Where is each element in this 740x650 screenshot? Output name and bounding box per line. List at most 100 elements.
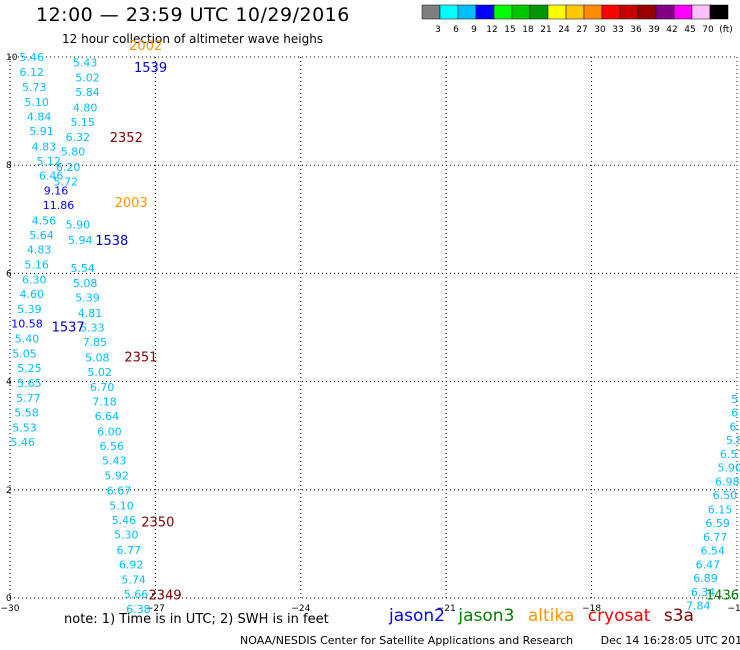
colorbar-label: 33 [612,25,623,34]
x-tick-label: −24 [291,604,310,614]
data-point-label: 5.12 [37,155,62,168]
colorbar-label: 12 [486,25,497,34]
data-point-label: 5.54 [70,262,95,275]
data-point-label: 6.34 [691,586,716,599]
data-point-label: 5.74 [121,574,146,587]
colorbar-label: 15 [504,25,515,34]
data-point-label: 7.84 [686,600,711,613]
legend-s3a: s3a [663,606,694,626]
data-point-label: 11.86 [43,199,75,212]
data-point-label: 6.38 [126,603,151,616]
data-point-label: 4.83 [32,140,57,153]
legend-altika: altika [527,606,575,626]
track-time-tag: 2002 [129,39,162,54]
track-time-tag: 2351 [124,350,157,365]
data-point-label: 5.08 [73,277,98,290]
data-point-label: 6.67 [107,484,132,497]
data-point-label: 4.80 [73,101,98,114]
data-point-label: 6. [729,421,740,434]
y-tick-label: 0 [6,594,12,604]
data-point-label: 6.12 [20,66,45,79]
track-time-tag: 2003 [115,196,148,211]
chart-title: 12:00 — 23:59 UTC 10/29/2016 [36,4,350,26]
data-point-label: 5.39 [17,303,42,316]
colorbar-label: 9 [471,25,477,34]
colorbar-label: 70 [702,25,714,34]
data-point-label: 5.40 [15,332,40,345]
data-point-label: 5.05 [12,347,37,360]
data-point-label: 5.94 [68,234,93,247]
y-tick-label: 2 [6,486,12,496]
data-point-label: 5.02 [75,72,100,85]
legend-jason2: jason2 [389,606,445,626]
y-tick-label: 10 [6,53,18,63]
data-point-label: 6.77 [703,531,728,544]
y-tick-label: 8 [6,161,12,171]
data-point-label: 6.59 [705,517,730,530]
colorbar-label: 3 [435,25,441,34]
colorbar-label: 18 [522,25,534,34]
data-point-label: 5.8 [726,434,740,447]
data-point-label: 5.53 [12,422,37,435]
data-point-label: 10.58 [11,318,43,331]
colorbar-label: 36 [630,25,642,34]
data-point-label: 4.60 [20,288,45,301]
data-point-label: 4.81 [78,307,103,320]
data-point-dot [151,593,154,596]
colorbar-label: 27 [576,25,587,34]
legend-jason3: jason3 [458,606,515,626]
data-point-label: 6.47 [696,558,721,571]
colorbar-label: 30 [594,25,606,34]
legend-cryosat: cryosat [587,606,651,626]
data-point-label: 5.43 [102,455,127,468]
colorbar-label: 6 [453,25,459,34]
track-time-tag: 2349 [149,588,182,603]
colorbar-label: 21 [540,25,551,34]
data-point-label: 5.73 [22,81,47,94]
x-tick-label: −30 [1,604,20,614]
x-tick-label: −15 [728,604,740,614]
data-point-label: 6.57 [720,448,740,461]
data-point-label: 5.08 [85,351,110,364]
track-time-tag: 1436 [706,588,739,603]
data-point-label: 6.77 [116,544,141,557]
data-point-label: 4.83 [27,244,52,257]
data-point-label: 6.50 [713,489,738,502]
data-point-label: 5.39 [75,292,100,305]
track-time-tag: 2352 [110,131,143,146]
data-point-label: 5.10 [24,96,49,109]
data-point-label: 6.32 [66,131,91,144]
data-point-label: 5.58 [14,406,39,419]
x-tick-label: −18 [582,604,601,614]
color-scale-bar: 3 6 9 12 15 18 21 24 27 30 33 36 39 42 45 70 (ft) [421,4,732,34]
colorbar-label: 45 [684,25,695,34]
data-point-label: 5.33 [80,322,105,335]
credit-text: NOAA/NESDIS Center for Satellite Applica… [240,634,574,647]
data-point-label: 5.15 [70,116,95,129]
data-point-label: 6.64 [95,410,120,423]
data-point-label: 5.66 [124,588,149,601]
credit-line: NOAA/NESDIS Center for Satellite Applica… [240,634,740,647]
data-point-label: 4.56 [32,214,57,227]
x-tick-label: −21 [437,604,456,614]
data-point-label: 5.84 [75,86,100,99]
data-point-label: 6.15 [708,503,733,516]
data-point-label: 5.16 [24,259,49,272]
data-point-label: 6.30 [22,273,47,286]
track-time-tag: 1538 [95,234,128,249]
data-point-label: 5.10 [109,499,134,512]
data-point-label: 9.16 [44,185,69,198]
data-point-label: 6 [731,406,738,419]
colorbar-label: 24 [558,25,570,34]
chart-subtitle: 12 hour collection of altimeter wave hei… [62,32,324,46]
data-point-label: 5.77 [16,392,41,405]
data-point-label: 5.64 [29,229,54,242]
data-point-label: 6.89 [693,572,718,585]
data-point-label: 6.56 [100,440,125,453]
data-point-label: 5.92 [104,470,129,483]
colorbar-label: 39 [648,25,660,34]
satellite-legend: jason2 jason3 altika cryosat s3a [389,606,702,626]
colorbar-label: (ft) [719,25,732,34]
data-point-label: 6.54 [701,544,726,557]
